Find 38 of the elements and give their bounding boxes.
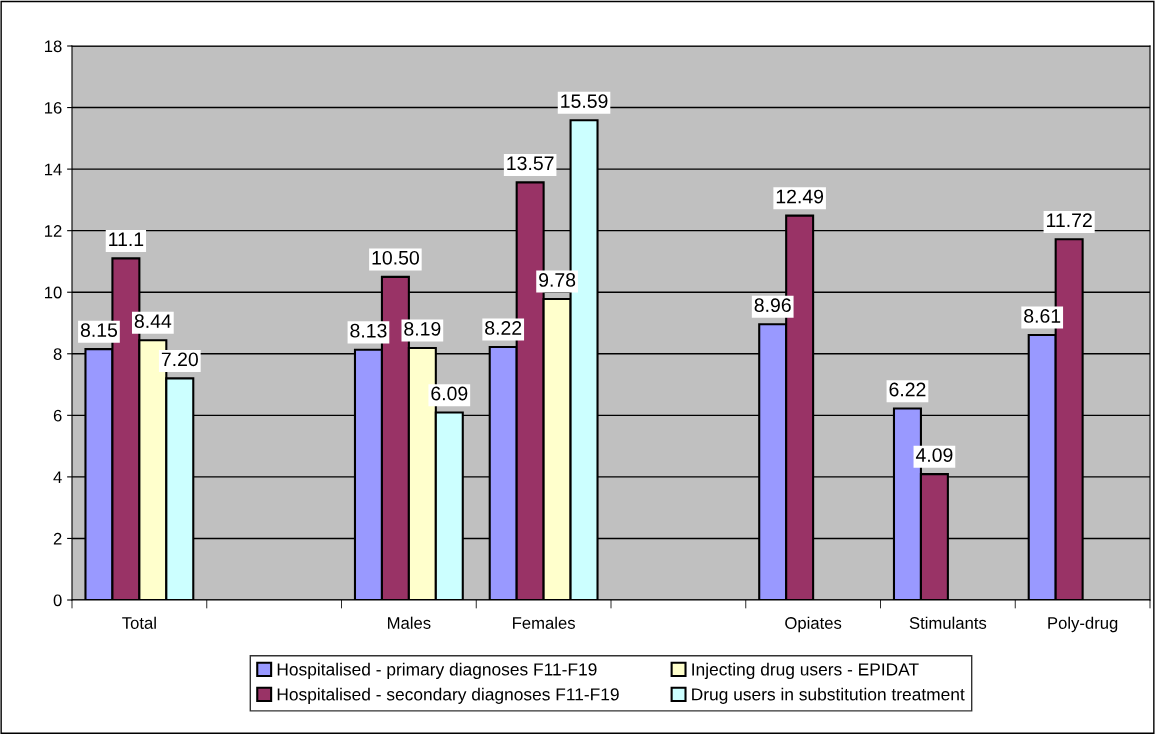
data-label: 8.22 bbox=[485, 321, 522, 335]
legend-label: Hospitalised - secondary diagnoses F11-F19 bbox=[277, 687, 619, 704]
y-tick-label: 4 bbox=[53, 471, 62, 483]
data-label: 13.57 bbox=[507, 156, 554, 171]
x-tick-label: Opiates bbox=[785, 616, 842, 633]
y-tick-label: 0 bbox=[53, 594, 62, 607]
data-label: 4.09 bbox=[915, 448, 953, 462]
x-tick-label: Stimulants bbox=[909, 616, 987, 629]
legend-label: Hospitalised - primary diagnoses F11-F19 bbox=[277, 662, 597, 679]
x-tick-label: Males bbox=[388, 616, 431, 629]
data-label: 8.44 bbox=[134, 314, 172, 329]
data-label: 11.72 bbox=[1047, 213, 1092, 227]
y-tick-label: 6 bbox=[53, 409, 62, 422]
data-label: 8.61 bbox=[1024, 309, 1061, 323]
y-tick-label: 8 bbox=[53, 348, 62, 360]
legend-label: Injecting drug users - EPIDAT bbox=[692, 662, 919, 679]
y-tick-label: 2 bbox=[53, 532, 62, 545]
x-tick-label: Poly-drug bbox=[1048, 616, 1118, 633]
data-label: 7.20 bbox=[161, 352, 198, 367]
y-tick-label: 14 bbox=[45, 163, 62, 176]
y-tick-label: 12 bbox=[45, 225, 62, 237]
x-tick-label: Total bbox=[122, 616, 156, 629]
legend-label: Drug users in substitution treatment bbox=[692, 687, 965, 704]
data-label: 8.15 bbox=[80, 323, 118, 337]
data-label: 8.13 bbox=[350, 323, 387, 338]
data-label: 10.50 bbox=[372, 250, 419, 265]
data-label: 9.78 bbox=[539, 273, 576, 287]
data-label: 8.19 bbox=[404, 321, 441, 336]
x-tick-label: Females bbox=[513, 616, 575, 629]
y-tick-label: 18 bbox=[45, 40, 62, 53]
data-label: 12.49 bbox=[776, 189, 824, 204]
y-tick-label: 10 bbox=[45, 286, 62, 299]
data-label: 8.96 bbox=[754, 298, 791, 313]
data-label: 15.59 bbox=[561, 94, 608, 108]
data-label: 6.22 bbox=[889, 382, 926, 397]
data-label: 11.1 bbox=[109, 232, 144, 246]
y-tick-label: 16 bbox=[45, 101, 62, 114]
data-label: 6.09 bbox=[431, 386, 468, 401]
